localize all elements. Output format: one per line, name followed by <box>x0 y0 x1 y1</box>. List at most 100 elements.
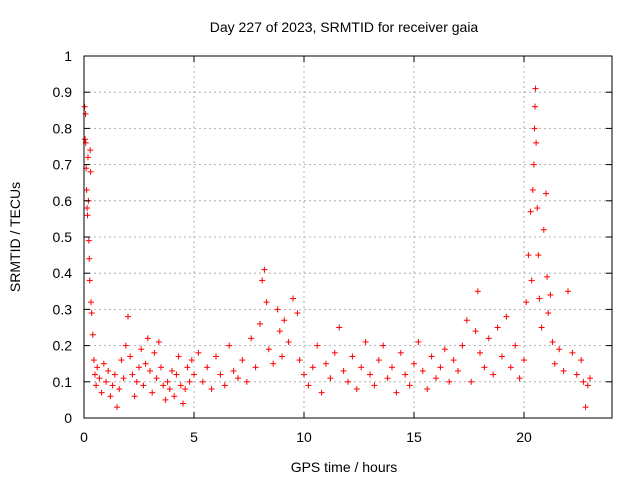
data-point <box>419 367 426 374</box>
data-point <box>468 378 475 385</box>
data-point <box>578 357 585 364</box>
x-tick-label: 10 <box>296 429 312 445</box>
data-point <box>81 103 88 110</box>
data-point <box>481 364 488 371</box>
data-point <box>503 313 510 320</box>
data-point <box>86 255 93 262</box>
y-tick-label: 0.8 <box>53 120 73 136</box>
data-point <box>389 364 395 371</box>
x-tick-label: 20 <box>516 429 532 445</box>
data-point <box>428 353 435 360</box>
y-tick-label: 0.7 <box>53 157 73 173</box>
data-point <box>380 342 387 349</box>
data-point <box>573 371 580 378</box>
data-point <box>494 324 501 331</box>
data-point <box>340 367 347 374</box>
data-point <box>384 375 391 382</box>
data-point <box>142 360 149 367</box>
data-point <box>318 389 325 396</box>
data-point <box>136 364 142 371</box>
data-point <box>188 357 195 364</box>
data-point <box>84 154 91 161</box>
x-tick-label: 5 <box>190 429 198 445</box>
data-point <box>82 136 89 143</box>
data-point <box>243 378 250 385</box>
data-point <box>116 386 123 393</box>
data-point <box>114 404 120 411</box>
data-point <box>173 371 180 378</box>
data-point <box>580 378 587 385</box>
y-tick-label: 0.6 <box>53 193 73 209</box>
data-point <box>353 386 360 393</box>
data-point <box>88 310 95 317</box>
axis-tick-labels-layer: 0 5 10 15 20 0 0.1 0.2 0.3 0.4 0.5 0.6 0.7 0.8 0.9 1 <box>53 48 532 445</box>
data-point <box>305 382 312 389</box>
data-point <box>463 317 470 324</box>
data-point <box>523 299 530 306</box>
data-point <box>437 364 444 371</box>
data-point <box>569 349 576 356</box>
data-point <box>184 364 191 371</box>
data-point <box>477 349 483 356</box>
data-point <box>93 382 100 389</box>
data-point <box>92 371 98 378</box>
data-point <box>455 367 461 374</box>
data-point <box>86 277 93 284</box>
data-point <box>560 367 567 374</box>
data-point <box>89 331 96 338</box>
data-point <box>474 288 481 295</box>
data-point <box>84 205 91 212</box>
data-point <box>281 317 288 324</box>
data-point <box>235 375 241 382</box>
data-point <box>349 353 356 360</box>
data-point <box>149 389 156 396</box>
data-point <box>525 252 532 259</box>
data-point <box>153 375 160 382</box>
data-point <box>83 186 90 193</box>
data-point <box>314 342 321 349</box>
data-point <box>133 378 140 385</box>
data-point <box>195 349 202 356</box>
data-point <box>294 310 301 317</box>
data-point <box>587 375 593 382</box>
data-point <box>87 147 94 154</box>
data-point <box>375 357 382 364</box>
data-point <box>327 375 334 382</box>
data-point <box>544 273 551 280</box>
data-point <box>309 364 316 371</box>
data-point <box>125 313 131 320</box>
data-point <box>118 357 125 364</box>
data-point <box>175 353 182 360</box>
data-point <box>490 371 497 378</box>
data-point <box>529 186 536 193</box>
data-point <box>129 371 136 378</box>
data-point <box>532 85 539 92</box>
data-point <box>122 342 129 349</box>
data-point <box>199 378 206 385</box>
data-point <box>105 367 112 374</box>
data-point <box>528 277 535 284</box>
data-point <box>450 357 457 364</box>
data-point <box>252 364 259 371</box>
data-point <box>217 371 224 378</box>
data-point <box>160 382 167 389</box>
data-point <box>402 371 409 378</box>
data-point <box>371 382 378 389</box>
data-point <box>521 357 527 364</box>
data-points-layer <box>81 85 593 411</box>
data-point <box>274 306 281 313</box>
data-point <box>331 349 338 356</box>
data-point <box>270 360 277 367</box>
x-tick-label: 0 <box>80 429 88 445</box>
data-point <box>531 125 538 132</box>
data-point <box>516 375 523 382</box>
data-point <box>393 389 400 396</box>
data-point <box>565 288 571 295</box>
data-point <box>527 208 534 215</box>
data-point <box>82 110 89 117</box>
data-point <box>512 342 519 349</box>
data-point <box>265 346 272 353</box>
data-point <box>367 371 373 378</box>
data-point <box>111 371 118 378</box>
